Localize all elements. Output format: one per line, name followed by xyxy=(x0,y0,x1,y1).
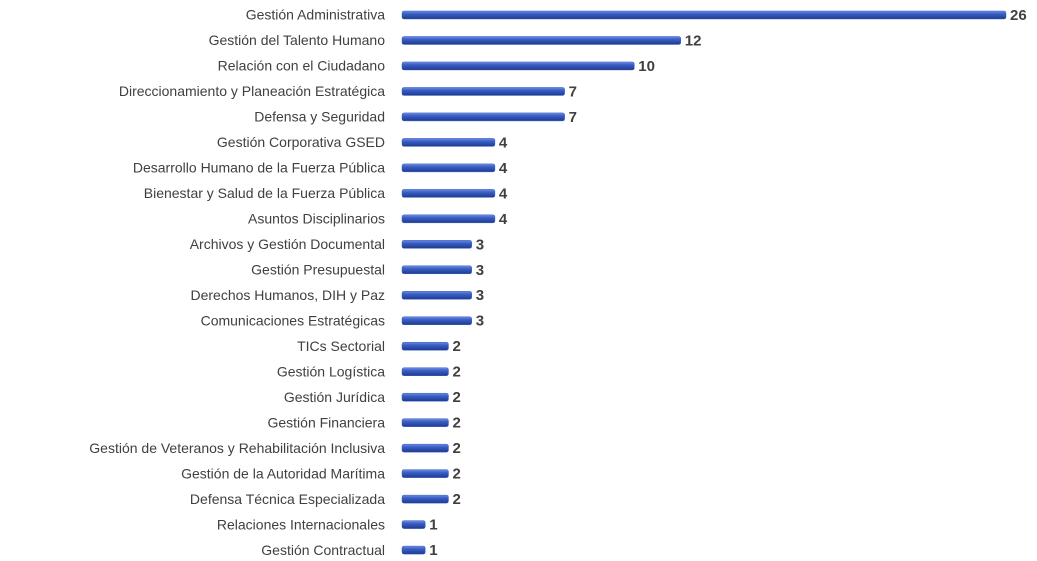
category-label: Gestión Administrativa xyxy=(246,7,385,23)
value-label: 3 xyxy=(476,262,484,279)
value-label: 2 xyxy=(452,415,460,432)
bar xyxy=(401,61,635,71)
bar xyxy=(401,189,496,198)
category-label: Relaciones Internacionales xyxy=(217,516,385,532)
category-label: Defensa y Seguridad xyxy=(254,109,385,125)
category-label: Gestión Contractual xyxy=(261,542,385,558)
category-label: Gestión Presupuestal xyxy=(251,262,385,278)
category-label: Gestión de la Autoridad Marítima xyxy=(181,465,385,481)
value-label: 7 xyxy=(569,83,577,100)
bar xyxy=(401,265,472,275)
bar xyxy=(401,520,426,529)
bar xyxy=(401,138,496,147)
category-label: Relación con el Ciudadano xyxy=(218,58,386,74)
category-label: Comunicaciones Estratégicas xyxy=(201,312,385,328)
value-label: 1 xyxy=(429,542,437,559)
value-label: 4 xyxy=(499,185,508,202)
bar xyxy=(401,418,449,427)
bar xyxy=(401,87,565,96)
value-label: 2 xyxy=(452,389,460,406)
bar xyxy=(401,341,449,351)
value-label: 4 xyxy=(499,160,508,177)
bar xyxy=(401,469,449,478)
bar xyxy=(401,214,496,224)
value-label: 2 xyxy=(452,440,460,457)
value-label: 26 xyxy=(1010,7,1027,24)
category-label: Gestión Corporativa GSED xyxy=(217,134,385,150)
bar xyxy=(401,443,449,453)
value-label: 1 xyxy=(429,517,437,534)
value-label: 2 xyxy=(452,338,460,355)
category-label: Archivos y Gestión Documental xyxy=(190,236,385,252)
value-label: 4 xyxy=(499,211,508,228)
category-label: Desarrollo Humano de la Fuerza Pública xyxy=(133,160,385,176)
category-label: Gestión del Talento Humano xyxy=(209,32,386,48)
bar xyxy=(401,163,496,173)
bar xyxy=(401,10,1007,20)
bar xyxy=(401,392,449,402)
category-label: Gestión Jurídica xyxy=(284,389,385,405)
bar xyxy=(401,240,472,249)
category-label: Gestión de Veteranos y Rehabilitación In… xyxy=(89,440,385,456)
value-label: 2 xyxy=(452,364,460,381)
value-label: 10 xyxy=(638,58,655,75)
bar xyxy=(401,291,472,300)
category-label: Gestión Logística xyxy=(277,363,385,379)
value-label: 2 xyxy=(452,466,460,483)
bar xyxy=(401,494,449,504)
bar xyxy=(401,367,449,376)
value-label: 3 xyxy=(476,287,484,304)
category-label: Gestión Financiera xyxy=(267,414,385,430)
value-label: 7 xyxy=(569,109,577,126)
category-label: Asuntos Disciplinarios xyxy=(248,211,385,227)
value-label: 12 xyxy=(685,32,702,49)
bar xyxy=(401,545,426,555)
category-label: TICs Sectorial xyxy=(297,338,385,354)
bar xyxy=(401,36,682,45)
category-label: Derechos Humanos, DIH y Paz xyxy=(190,287,385,303)
value-label: 3 xyxy=(476,236,484,253)
value-label: 4 xyxy=(499,134,508,151)
bar xyxy=(401,112,565,122)
category-label: Bienestar y Salud de la Fuerza Pública xyxy=(144,185,385,201)
category-label: Direccionamiento y Planeación Estratégic… xyxy=(119,83,385,99)
value-label: 3 xyxy=(476,313,484,330)
category-label: Defensa Técnica Especializada xyxy=(190,491,385,507)
value-label: 2 xyxy=(452,491,460,508)
bar xyxy=(401,316,472,326)
